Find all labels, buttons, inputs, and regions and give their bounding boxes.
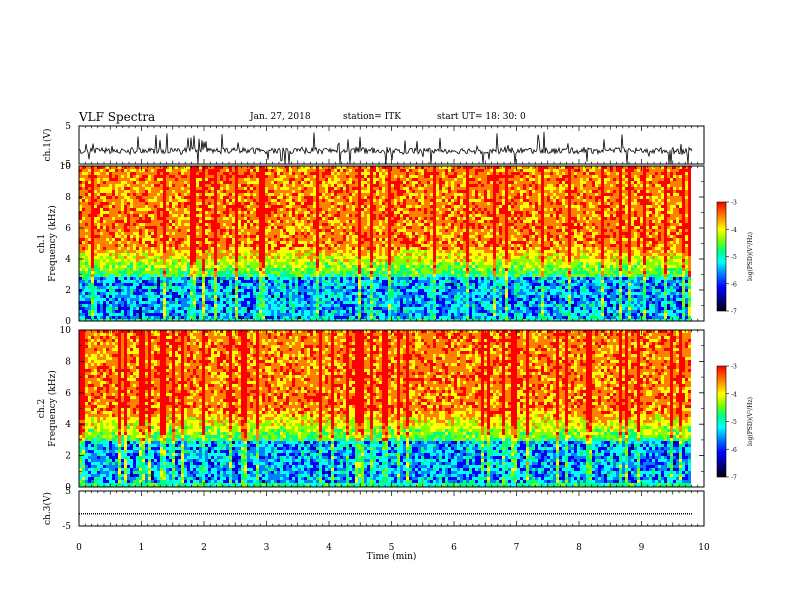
xtick-label: 4 (326, 543, 332, 553)
xtick-label: 10 (698, 543, 710, 553)
ytick-label-2: 10 (60, 326, 72, 336)
xtick-label: 6 (451, 543, 457, 553)
colorbar-1 (717, 202, 726, 311)
xtick-label: 1 (139, 543, 145, 553)
colorbar-tick-1: -7 (731, 309, 737, 316)
xtick-label: 2 (201, 543, 207, 553)
ytick-label-0: 5 (65, 122, 71, 132)
plot-fill-layer (79, 132, 692, 514)
colorbar-label-2: log(PSD)(V²/Hz) (747, 397, 754, 446)
colorbar-tick-2: -7 (731, 475, 737, 482)
ytick-label-3: 5 (65, 487, 71, 497)
ylabel-1-1: Frequency (kHz) (47, 205, 58, 282)
xtick-label: 0 (76, 543, 82, 553)
x-axis-label: Time (min) (367, 551, 417, 562)
ylabel-1-0: ch.1 (37, 234, 47, 253)
colorbar-tick-2: -5 (731, 419, 737, 426)
colorbar-tick-2: -3 (731, 364, 737, 371)
ytick-label-2: 4 (65, 420, 71, 430)
colorbar-label-1: log(PSD)(V²/Hz) (747, 232, 754, 281)
ytick-label-1: 10 (60, 162, 72, 172)
ytick-label-1: 2 (65, 286, 71, 296)
colorbar-tick-2: -4 (731, 391, 737, 398)
colorbar-tick-2: -6 (731, 447, 737, 454)
colorbar-tick-1: -3 (731, 200, 737, 207)
ytick-label-3: -5 (62, 522, 71, 532)
spectrogram-ch1 (79, 166, 691, 321)
xtick-label: 3 (264, 543, 270, 553)
panel-frame-3 (79, 491, 704, 526)
ylabel-3-0: ch.3(V) (42, 492, 53, 525)
ytick-label-2: 8 (65, 357, 71, 367)
xtick-label: 9 (639, 543, 645, 553)
ytick-label-2: 6 (65, 389, 71, 399)
xtick-label: 7 (514, 543, 520, 553)
ch1-waveform-line (79, 132, 692, 164)
ytick-label-2: 2 (65, 452, 71, 462)
ylabel-0-0: ch.1(V) (42, 129, 53, 162)
ytick-label-1: 6 (65, 224, 71, 234)
colorbar-tick-1: -4 (731, 227, 737, 234)
colorbar-2 (717, 366, 726, 477)
xtick-label: 8 (576, 543, 582, 553)
ytick-label-1: 4 (65, 255, 71, 265)
ylabel-2-0: ch.2 (37, 399, 47, 418)
ytick-label-1: 8 (65, 193, 71, 203)
colorbar-tick-1: -5 (731, 254, 737, 261)
spectrogram-ch2 (79, 330, 691, 487)
colorbar-tick-1: -6 (731, 281, 737, 288)
ylabel-2-1: Frequency (kHz) (47, 370, 58, 447)
